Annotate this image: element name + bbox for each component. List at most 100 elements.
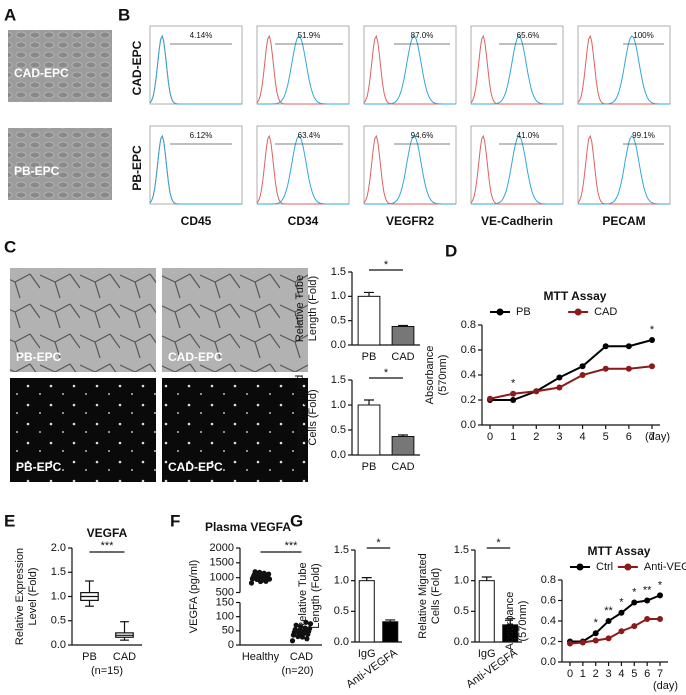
y-tick-label: 0.8: [541, 574, 556, 586]
point: [605, 635, 612, 642]
y-tick-label: 0.0: [541, 656, 556, 668]
image-label: PB-EPC: [16, 350, 62, 364]
bar: [357, 295, 381, 346]
y-tick-label: 1.0: [331, 290, 346, 302]
point: [252, 569, 258, 575]
micrograph: [10, 378, 156, 482]
y-tick-label: 0.6: [461, 344, 476, 356]
y-tick-label: 0.8: [461, 319, 476, 331]
point: [625, 343, 632, 350]
bar: [391, 436, 415, 456]
legend-marker: [496, 308, 504, 316]
gate-percent: 51.9%: [298, 31, 321, 40]
y-tick-label: 1.5: [334, 544, 349, 556]
significance: *: [658, 579, 663, 591]
x-tick-label: 6: [644, 668, 650, 680]
histogram-curve: [364, 135, 456, 205]
point: [625, 365, 632, 372]
error-bar: [481, 576, 492, 581]
bar: [478, 580, 495, 643]
marker-label: VEGFR2: [386, 214, 434, 228]
point: [307, 621, 314, 627]
point: [602, 365, 609, 372]
x-axis-label: (day): [653, 680, 678, 692]
x-tick-label: 1: [510, 431, 516, 443]
y-axis-label: Relative Expression: [14, 548, 26, 645]
panel-letter: B: [118, 5, 130, 24]
error-bar: [385, 619, 396, 622]
y-tick-label: 1500: [210, 557, 234, 569]
legend-label: Ctrl: [596, 561, 613, 573]
x-tick-label: 2: [533, 431, 539, 443]
error-bar: [364, 291, 374, 297]
point: [298, 633, 305, 639]
x-axis-label: (n=15): [91, 665, 123, 677]
bar: [357, 404, 381, 456]
significance: *: [594, 617, 599, 629]
marker-label: CD34: [288, 214, 319, 228]
x-tick-label: 4: [618, 668, 624, 680]
significance: *: [384, 259, 389, 271]
y-tick-label: 0.0: [454, 636, 469, 648]
y-tick-label: 1.0: [334, 575, 349, 587]
point: [592, 637, 599, 644]
y-axis-label: Relative Tube: [297, 562, 309, 629]
panel-letter: D: [445, 241, 457, 260]
image-label: PB-EPC: [16, 460, 62, 474]
y-tick-label: 1.5: [331, 266, 346, 278]
error-bar: [398, 434, 408, 437]
x-tick-label: 2: [593, 668, 599, 680]
histogram-curve: [257, 135, 349, 205]
histogram-curve: [471, 35, 563, 105]
panel-letter: E: [4, 511, 15, 530]
y-tick-label: 0.5: [331, 424, 346, 436]
significance: ***: [101, 540, 115, 552]
bar: [358, 580, 375, 643]
point: [657, 615, 663, 622]
point: [579, 363, 586, 370]
legend-label: Anti-VEGFA: [644, 561, 686, 573]
panel-letter: C: [4, 237, 16, 256]
y-tick-label: 0.6: [541, 594, 556, 606]
point: [657, 592, 663, 599]
histogram-curve: [578, 135, 670, 205]
y-tick-label: 50: [222, 625, 234, 637]
x-tick-label: 1: [580, 668, 586, 680]
x-tick-label: PB: [362, 351, 377, 363]
point: [262, 574, 268, 580]
histogram-frame: [256, 125, 350, 205]
point: [618, 609, 625, 616]
histogram-curve: [149, 34, 242, 105]
point: [298, 623, 304, 630]
chart-title: Plasma VEGFA: [205, 520, 291, 534]
x-tick-label: CAD: [391, 461, 414, 473]
marker-label: CD45: [181, 214, 212, 228]
x-axis-label: (n=20): [281, 665, 313, 677]
chart-title: MTT Assay: [544, 289, 607, 303]
y-axis-label: Length (Fold): [307, 276, 319, 341]
gate-percent: 87.0%: [411, 31, 434, 40]
gate-percent: 6.12%: [190, 131, 213, 140]
point: [649, 337, 655, 343]
legend-label: PB: [516, 306, 531, 318]
histogram-curve: [149, 134, 242, 205]
histogram-frame: [149, 125, 243, 205]
point: [631, 623, 638, 630]
x-axis-label: (day): [645, 431, 670, 443]
significance: *: [496, 537, 501, 549]
y-tick-label: 1000: [210, 572, 234, 584]
histogram-frame: [363, 25, 457, 105]
legend-marker: [576, 563, 584, 571]
point: [257, 578, 264, 585]
point: [533, 388, 540, 395]
panel-letter: G: [290, 511, 303, 530]
gate-percent: 63.4%: [298, 131, 321, 140]
point: [592, 630, 599, 637]
bar: [391, 326, 415, 346]
y-tick-label: 0.5: [334, 605, 349, 617]
y-tick-label: 500: [216, 586, 234, 598]
y-axis-label: Cells (Fold): [430, 568, 442, 624]
y-tick-label: 1.5: [331, 374, 346, 386]
y-tick-label: 1.5: [454, 544, 469, 556]
